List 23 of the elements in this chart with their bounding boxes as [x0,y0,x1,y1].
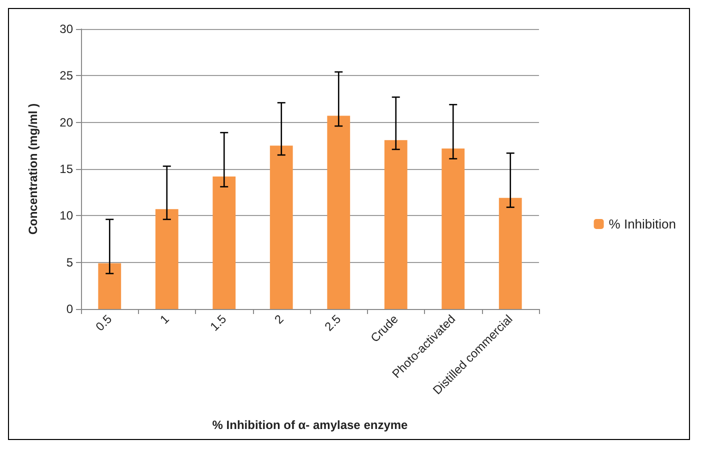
bar [327,116,350,309]
y-tick-label: 10 [60,208,74,223]
x-tick-label: 1 [157,312,172,327]
x-tick-label: 2.5 [322,312,344,334]
y-tick-label: 5 [66,255,74,270]
y-tick-label: 15 [60,162,74,176]
bar [155,209,178,309]
legend-label: % Inhibition [608,216,676,232]
x-axis-title: % Inhibition of α- amylase enzyme [212,418,408,432]
x-tick-label: 1.5 [207,312,230,334]
bar [498,198,522,309]
y-tick-label: 25 [60,68,74,83]
bar [212,176,236,309]
x-tick-label: 0.5 [92,312,115,334]
bar [270,146,293,309]
bar [98,263,122,309]
x-tick-label: 2 [272,312,287,327]
y-tick-label: 0 [66,302,74,316]
y-axis-title: Concentration (mg/ml ) [26,103,40,235]
y-tick-label: 30 [60,22,74,36]
y-tick-label: 20 [60,115,74,130]
bar [442,148,465,309]
bar [384,140,408,309]
